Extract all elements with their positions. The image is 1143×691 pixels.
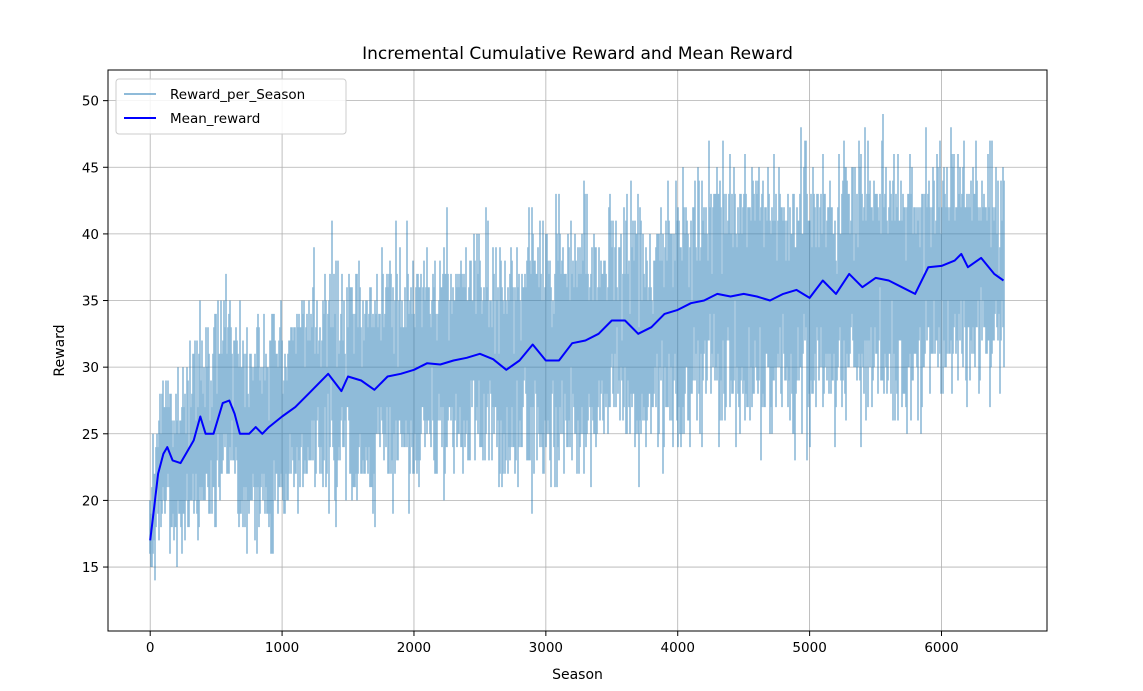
x-tick-label: 1000: [265, 640, 299, 656]
y-axis-ticks: 15 20 25 30 35 40 45 50: [82, 94, 108, 576]
y-tick-label: 45: [82, 160, 99, 176]
chart-title: Incremental Cumulative Reward and Mean R…: [362, 44, 793, 64]
x-tick-label: 5000: [792, 640, 826, 656]
y-tick-label: 15: [82, 560, 99, 576]
y-tick-label: 50: [82, 94, 99, 110]
y-tick-label: 25: [82, 427, 99, 443]
x-tick-label: 6000: [924, 640, 958, 656]
plot-frame: [107, 69, 1048, 632]
x-tick-label: 3000: [529, 640, 563, 656]
y-tick-label: 30: [82, 360, 99, 376]
series-mean-reward: [149, 252, 1005, 541]
legend-label-reward-per-season: Reward_per_Season: [170, 87, 305, 103]
legend: Reward_per_Season Mean_reward: [115, 78, 347, 135]
legend-label-mean-reward: Mean_reward: [170, 111, 260, 127]
y-tick-label: 20: [82, 493, 99, 509]
y-tick-label: 35: [82, 294, 99, 310]
series-line-mean-reward: [149, 252, 1005, 541]
x-tick-label: 2000: [397, 640, 431, 656]
y-axis-label: Reward: [52, 324, 68, 376]
legend-box: [115, 78, 347, 135]
y-tick-label: 40: [82, 227, 99, 243]
x-axis-label: Season: [552, 667, 603, 683]
x-axis-ticks: 0 1000 2000 3000 4000 5000 6000: [146, 631, 959, 656]
x-tick-label: 0: [146, 640, 155, 656]
x-tick-label: 4000: [661, 640, 695, 656]
